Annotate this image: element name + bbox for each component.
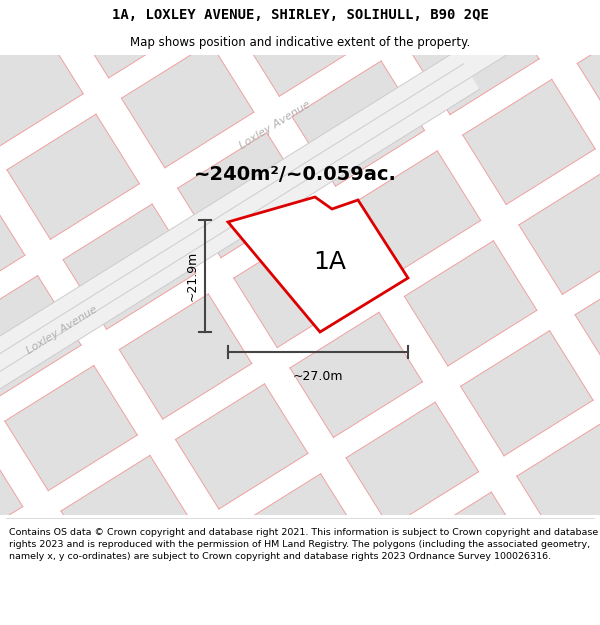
Polygon shape: [65, 0, 198, 78]
Text: Loxley Avenue: Loxley Avenue: [25, 304, 100, 356]
Polygon shape: [575, 259, 600, 384]
Polygon shape: [0, 0, 27, 59]
Polygon shape: [402, 492, 535, 618]
Polygon shape: [573, 511, 600, 625]
Text: Contains OS data © Crown copyright and database right 2021. This information is : Contains OS data © Crown copyright and d…: [9, 528, 598, 561]
Polygon shape: [346, 402, 479, 528]
Polygon shape: [577, 8, 600, 133]
Polygon shape: [232, 474, 364, 599]
Polygon shape: [0, 186, 25, 311]
Polygon shape: [407, 0, 539, 114]
Polygon shape: [119, 294, 252, 419]
Polygon shape: [458, 582, 591, 625]
Polygon shape: [234, 222, 366, 348]
Polygon shape: [236, 0, 368, 96]
Text: 1A: 1A: [314, 250, 347, 274]
Polygon shape: [121, 42, 254, 168]
Text: 1A, LOXLEY AVENUE, SHIRLEY, SOLIHULL, B90 2QE: 1A, LOXLEY AVENUE, SHIRLEY, SOLIHULL, B9…: [112, 8, 488, 22]
Polygon shape: [0, 437, 23, 562]
Polygon shape: [521, 0, 600, 43]
Polygon shape: [348, 151, 481, 276]
Polygon shape: [117, 545, 250, 625]
Text: Loxley Avenue: Loxley Avenue: [238, 99, 313, 151]
Polygon shape: [0, 276, 81, 401]
Polygon shape: [0, 24, 83, 149]
Polygon shape: [292, 61, 425, 186]
Text: ~21.9m: ~21.9m: [185, 251, 199, 301]
Polygon shape: [404, 241, 537, 366]
Polygon shape: [461, 331, 593, 456]
Polygon shape: [2, 617, 135, 625]
Polygon shape: [288, 564, 420, 625]
Polygon shape: [463, 79, 595, 204]
Polygon shape: [180, 0, 312, 6]
Polygon shape: [350, 0, 483, 25]
Polygon shape: [0, 64, 479, 566]
Polygon shape: [61, 456, 193, 581]
Polygon shape: [0, 0, 600, 411]
Polygon shape: [517, 421, 600, 546]
Polygon shape: [63, 204, 196, 329]
Polygon shape: [175, 384, 308, 509]
Text: Map shows position and indicative extent of the property.: Map shows position and indicative extent…: [130, 36, 470, 49]
Polygon shape: [519, 169, 600, 294]
Polygon shape: [178, 132, 310, 258]
Text: ~27.0m: ~27.0m: [293, 370, 343, 383]
Polygon shape: [228, 197, 408, 332]
Polygon shape: [0, 527, 79, 625]
Polygon shape: [5, 366, 137, 491]
Polygon shape: [290, 312, 422, 438]
Polygon shape: [7, 114, 139, 239]
Text: ~240m²/~0.059ac.: ~240m²/~0.059ac.: [194, 166, 397, 184]
